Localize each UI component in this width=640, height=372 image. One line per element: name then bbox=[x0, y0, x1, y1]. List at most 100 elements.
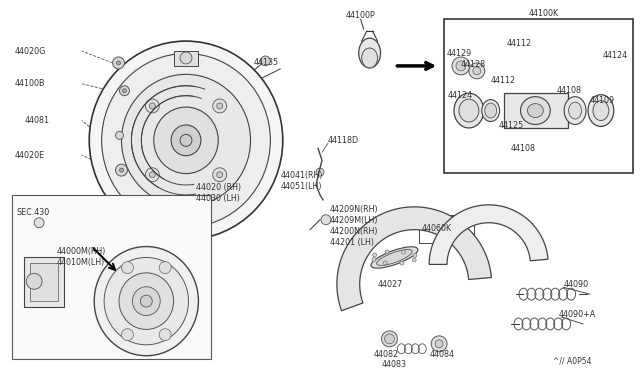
Circle shape bbox=[402, 250, 406, 254]
Ellipse shape bbox=[122, 74, 250, 206]
Circle shape bbox=[149, 103, 156, 109]
Circle shape bbox=[456, 61, 466, 71]
Ellipse shape bbox=[154, 107, 218, 174]
Text: 44010M(LH): 44010M(LH) bbox=[57, 258, 105, 267]
Circle shape bbox=[116, 164, 127, 176]
Circle shape bbox=[473, 67, 481, 75]
Circle shape bbox=[260, 56, 270, 66]
Circle shape bbox=[159, 262, 171, 273]
Ellipse shape bbox=[358, 38, 381, 68]
Text: 44209M(LH): 44209M(LH) bbox=[330, 216, 378, 225]
Circle shape bbox=[113, 57, 124, 69]
Ellipse shape bbox=[520, 97, 550, 125]
Circle shape bbox=[120, 86, 129, 96]
Text: 44124: 44124 bbox=[603, 51, 628, 61]
Text: 44051(LH): 44051(LH) bbox=[280, 182, 322, 190]
Text: ^// A0P54: ^// A0P54 bbox=[553, 356, 592, 365]
Circle shape bbox=[122, 329, 133, 341]
Ellipse shape bbox=[568, 102, 582, 119]
Ellipse shape bbox=[180, 134, 192, 146]
Text: 44108: 44108 bbox=[556, 86, 581, 95]
Text: 44125: 44125 bbox=[499, 121, 524, 130]
Ellipse shape bbox=[94, 247, 198, 356]
Bar bbox=[419, 215, 474, 243]
Text: 44124: 44124 bbox=[448, 91, 473, 100]
Ellipse shape bbox=[119, 273, 173, 330]
Circle shape bbox=[469, 63, 484, 79]
Ellipse shape bbox=[102, 54, 270, 227]
Bar bbox=[12, 195, 211, 359]
Circle shape bbox=[116, 131, 124, 140]
Ellipse shape bbox=[459, 99, 479, 122]
Bar bbox=[30, 263, 58, 301]
Ellipse shape bbox=[564, 97, 586, 125]
Polygon shape bbox=[337, 207, 492, 311]
Circle shape bbox=[321, 215, 331, 225]
Circle shape bbox=[435, 340, 443, 348]
Circle shape bbox=[26, 273, 42, 289]
Text: 44030 (LH): 44030 (LH) bbox=[196, 195, 240, 203]
Ellipse shape bbox=[484, 103, 497, 118]
Circle shape bbox=[159, 329, 171, 341]
Circle shape bbox=[412, 258, 416, 262]
Ellipse shape bbox=[140, 295, 152, 307]
Bar bbox=[24, 257, 64, 307]
Circle shape bbox=[116, 61, 120, 65]
Text: 44100P: 44100P bbox=[346, 11, 376, 20]
Circle shape bbox=[316, 168, 324, 176]
Ellipse shape bbox=[482, 100, 500, 122]
Text: 44112: 44112 bbox=[507, 39, 532, 48]
Text: 44209N(RH): 44209N(RH) bbox=[330, 205, 378, 214]
Bar bbox=[444, 19, 633, 173]
Circle shape bbox=[120, 168, 124, 172]
Text: 44129: 44129 bbox=[447, 48, 472, 58]
Text: 44100K: 44100K bbox=[529, 9, 559, 18]
Text: 44090: 44090 bbox=[563, 280, 588, 289]
Text: 44081: 44081 bbox=[24, 116, 49, 125]
Text: 44201 (LH): 44201 (LH) bbox=[330, 238, 374, 247]
Ellipse shape bbox=[89, 41, 283, 240]
Text: 44020 (RH): 44020 (RH) bbox=[196, 183, 241, 192]
Text: 44082: 44082 bbox=[374, 350, 399, 359]
Ellipse shape bbox=[527, 104, 543, 118]
Bar bbox=[504, 93, 568, 128]
Text: 44083: 44083 bbox=[381, 360, 406, 369]
Circle shape bbox=[217, 172, 223, 178]
Text: SEC.430: SEC.430 bbox=[16, 208, 49, 217]
Text: 44000M(RH): 44000M(RH) bbox=[57, 247, 106, 256]
Circle shape bbox=[180, 52, 192, 64]
Bar bbox=[174, 51, 198, 66]
Text: 44135: 44135 bbox=[253, 58, 278, 67]
Text: 44112: 44112 bbox=[491, 76, 516, 85]
Circle shape bbox=[372, 257, 376, 262]
Text: 44118D: 44118D bbox=[328, 136, 359, 145]
Circle shape bbox=[381, 331, 397, 347]
Text: 44128: 44128 bbox=[461, 60, 486, 70]
Text: 44090+A: 44090+A bbox=[558, 310, 595, 318]
Ellipse shape bbox=[362, 48, 378, 68]
Circle shape bbox=[34, 218, 44, 228]
Text: 44041(RH): 44041(RH) bbox=[280, 171, 323, 180]
Ellipse shape bbox=[593, 101, 609, 121]
Text: 44020G: 44020G bbox=[14, 46, 45, 55]
Text: 44020E: 44020E bbox=[14, 151, 44, 160]
Circle shape bbox=[212, 99, 227, 113]
Circle shape bbox=[431, 336, 447, 352]
Ellipse shape bbox=[588, 95, 614, 126]
Text: 44100B: 44100B bbox=[14, 79, 45, 88]
Circle shape bbox=[400, 261, 404, 265]
Ellipse shape bbox=[371, 247, 418, 268]
Circle shape bbox=[145, 168, 159, 182]
Ellipse shape bbox=[104, 257, 189, 345]
Text: 44109: 44109 bbox=[590, 96, 615, 105]
Ellipse shape bbox=[376, 250, 412, 265]
Circle shape bbox=[122, 262, 133, 273]
Text: 44060K: 44060K bbox=[421, 224, 451, 233]
Circle shape bbox=[149, 172, 156, 178]
Circle shape bbox=[217, 103, 223, 109]
Text: 44084: 44084 bbox=[429, 350, 454, 359]
Circle shape bbox=[122, 89, 127, 93]
Text: 44108: 44108 bbox=[511, 144, 536, 153]
Circle shape bbox=[372, 253, 376, 257]
Ellipse shape bbox=[132, 287, 160, 315]
